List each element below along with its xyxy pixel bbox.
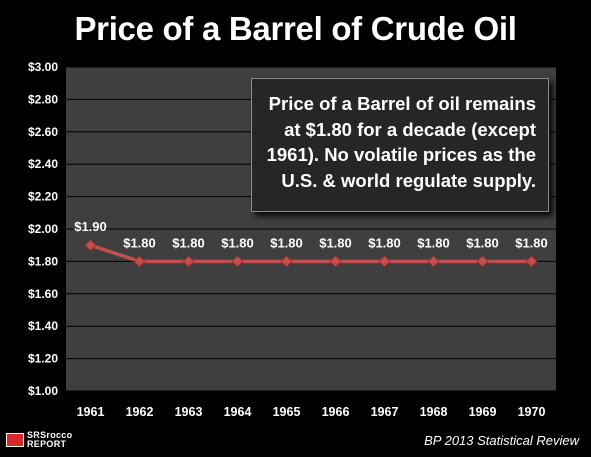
data-label: $1.80	[466, 235, 499, 250]
chart-title: Price of a Barrel of Crude Oil	[74, 10, 517, 47]
data-point	[280, 255, 293, 268]
data-label: $1.80	[221, 235, 254, 250]
y-tick-label: $1.80	[28, 254, 58, 268]
srsrocco-logo-icon	[6, 433, 24, 447]
data-label: $1.80	[368, 235, 401, 250]
data-point	[476, 255, 489, 268]
annotation-text: Price of a Barrel of oil remains at $1.8…	[256, 91, 536, 193]
x-tick-label: 1962	[126, 405, 154, 419]
data-point	[231, 255, 244, 268]
x-tick-label: 1961	[77, 405, 105, 419]
data-point	[378, 255, 391, 268]
annotation-box: Price of a Barrel of oil remains at $1.8…	[251, 78, 549, 212]
logo-line2: REPORT	[27, 439, 67, 449]
data-point	[84, 239, 97, 252]
y-tick-label: $2.80	[28, 92, 58, 106]
y-tick-label: $2.20	[28, 190, 58, 204]
annotation-line: Price of a Barrel of oil remains	[268, 93, 536, 114]
x-tick-label: 1963	[175, 405, 203, 419]
y-tick-label: $1.40	[28, 319, 58, 333]
data-point	[133, 255, 146, 268]
data-label: $1.80	[515, 235, 548, 250]
data-label: $1.90	[74, 219, 107, 234]
annotation-line: U.S. & world regulate supply.	[281, 169, 536, 191]
data-point	[329, 255, 342, 268]
source-note: BP 2013 Statistical Review	[424, 433, 579, 448]
y-tick-label: $2.00	[28, 222, 58, 236]
y-tick-label: $2.40	[28, 157, 58, 171]
x-tick-label: 1969	[469, 405, 497, 419]
x-tick-label: 1965	[273, 405, 301, 419]
data-label: $1.80	[123, 235, 156, 250]
data-label: $1.80	[319, 235, 352, 250]
annotation-line: 1961). No volatile prices as the	[266, 144, 536, 165]
data-label: $1.80	[417, 235, 450, 250]
x-tick-label: 1966	[322, 405, 350, 419]
y-tick-label: $1.60	[28, 287, 58, 301]
x-tick-label: 1964	[224, 405, 252, 419]
series-line-layer	[84, 239, 538, 268]
srsrocco-logo: SRSrocco REPORT	[6, 431, 90, 451]
data-point	[182, 255, 195, 268]
data-label: $1.80	[270, 235, 303, 250]
data-label: $1.80	[172, 235, 205, 250]
y-tick-label: $2.60	[28, 125, 58, 139]
y-tick-label: $3.00	[28, 60, 58, 74]
data-point	[525, 255, 538, 268]
series-line	[89, 243, 532, 264]
annotation-line: at $1.80 for a decade (except	[284, 118, 536, 140]
y-axis: $1.00 $1.20 $1.40 $1.60 $1.80 $2.00 $2.20 $2.40…	[28, 60, 58, 398]
x-tick-label: 1967	[371, 405, 399, 419]
x-tick-label: 1968	[420, 405, 448, 419]
data-labels: $1.90 $1.80 $1.80 $1.80 $1.80 $1.80 $1.80 $1.80…	[74, 219, 548, 250]
y-tick-label: $1.00	[28, 384, 58, 398]
y-tick-label: $1.20	[28, 352, 58, 366]
x-tick-label: 1970	[518, 405, 546, 419]
x-axis: 1961 1962 1963 1964 1965 1966 1967 1968 1969 1970	[77, 405, 546, 419]
data-point	[427, 255, 440, 268]
logo-line1: SRSrocco	[27, 430, 73, 440]
logo-text: SRSrocco REPORT	[27, 431, 72, 449]
